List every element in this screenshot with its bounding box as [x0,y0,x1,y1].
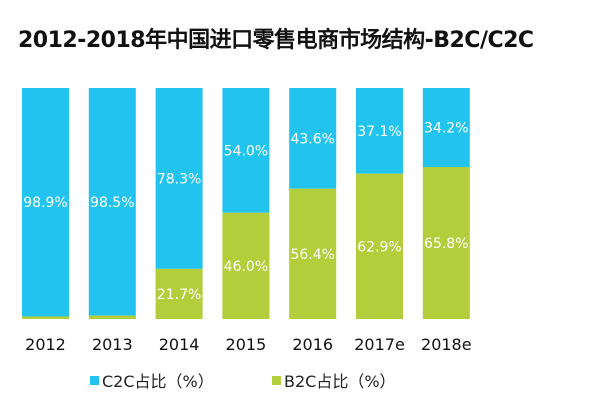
bar-b2c-2014 [155,268,203,319]
bar-c2c-2012 [22,88,69,317]
bar-b2c-2012 [22,316,69,319]
label-c2c-2014: 78.3% [157,171,201,187]
x-tick-label-2012: 2012 [25,335,66,354]
label-b2c-2017e: 62.9% [357,239,401,255]
bar-b2c-2015 [222,212,270,319]
legend-swatch-c2c [90,375,99,385]
bar-b2c-2017e [356,173,403,319]
label-b2c-2015: 46.0% [224,259,268,275]
label-c2c-2018e: 34.2% [424,121,468,137]
x-tick-label-2016: 2016 [292,335,333,354]
bar-c2c-2014 [155,88,203,269]
legend-item-c2c: C2C占比（%） [90,368,214,392]
x-tick-label-2017e: 2017e [354,335,405,354]
bar-c2c-2017e [356,88,403,174]
legend-item-b2c: B2C占比（%） [272,368,396,392]
label-c2c-2015: 54.0% [224,143,268,159]
legend-label-b2c: B2C占比（%） [284,372,396,391]
bar-c2c-2016 [289,88,337,189]
label-c2c-2013: 98.5% [90,195,134,211]
bar-c2c-2015 [222,88,270,213]
chart-title: 2012-2018年中国进口零售电商市场结构-B2C/C2C [18,28,534,53]
legend-swatch-b2c [272,375,281,385]
bar-b2c-2018e [422,167,470,319]
label-b2c-2016: 56.4% [290,247,334,263]
label-b2c-2018e: 65.8% [424,236,468,252]
label-b2c-2014: 21.7% [157,287,201,303]
bar-c2c-2013 [88,88,136,316]
x-tick-label-2015: 2015 [226,335,267,354]
legend-label-c2c: C2C占比（%） [102,372,214,391]
bar-b2c-2013 [88,315,136,319]
x-tick-label-2013: 2013 [92,335,133,354]
x-tick-label-2014: 2014 [159,335,200,354]
bar-c2c-2018e [422,88,470,168]
label-c2c-2016: 43.6% [290,131,334,147]
label-c2c-2017e: 37.1% [357,124,401,140]
label-c2c-2012: 98.9% [23,195,67,211]
bar-b2c-2016 [289,188,337,319]
x-tick-label-2018e: 2018e [421,335,472,354]
